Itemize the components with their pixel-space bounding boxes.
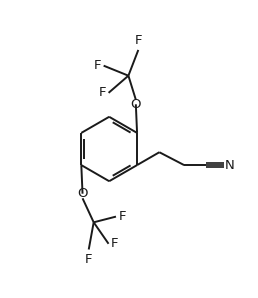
Text: F: F [94, 59, 101, 72]
Text: O: O [131, 98, 141, 111]
Text: O: O [77, 187, 88, 200]
Text: F: F [111, 237, 118, 250]
Text: F: F [135, 34, 142, 47]
Text: F: F [118, 210, 126, 223]
Text: F: F [85, 253, 92, 266]
Text: N: N [225, 159, 235, 172]
Text: F: F [99, 86, 106, 99]
